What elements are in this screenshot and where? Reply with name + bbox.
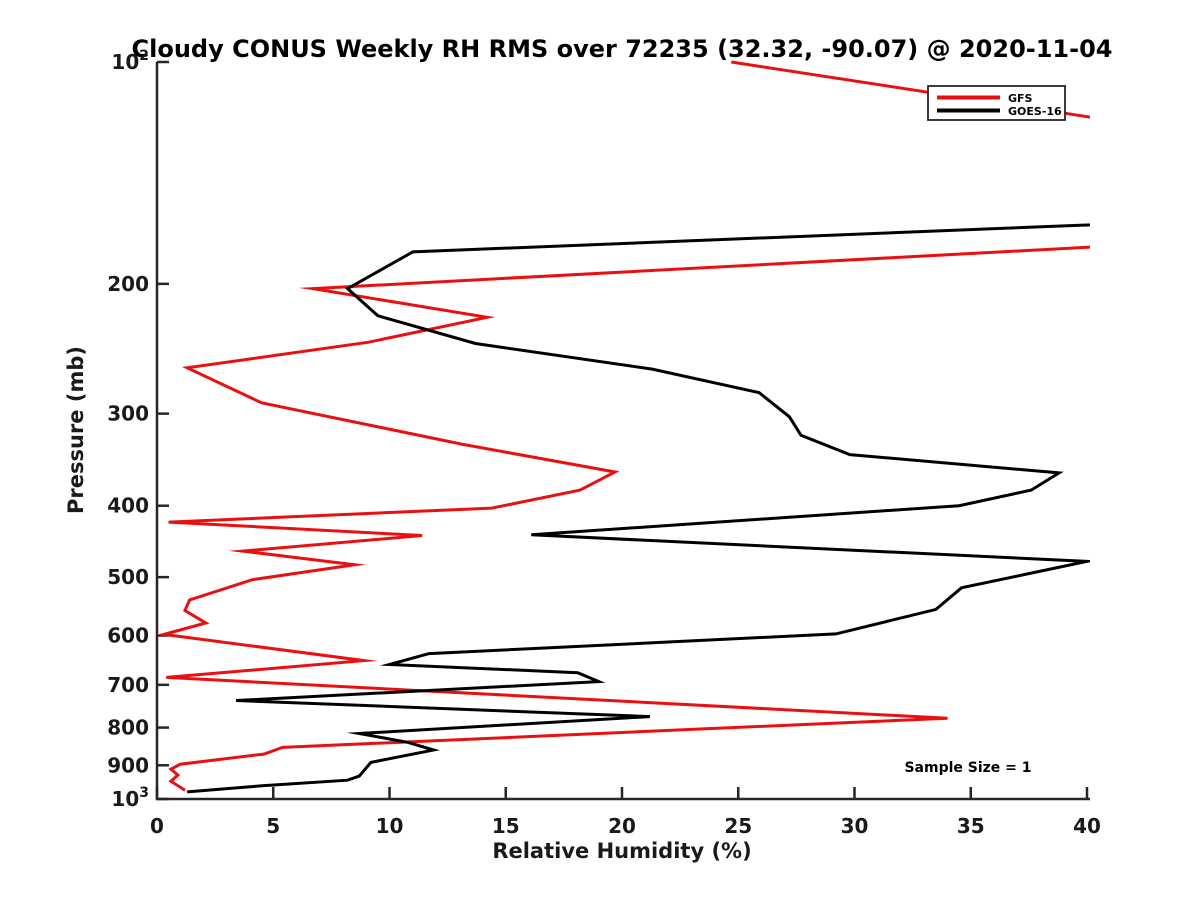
legend-goes16-label: GOES-16	[1008, 105, 1062, 118]
x-tick-label: 10	[376, 814, 404, 838]
legend: GFS GOES-16	[927, 85, 1066, 121]
y-axis-ticks: 102 200 300 400 500 600 700 800 900 103	[107, 48, 169, 811]
y-axis-label: Pressure (mb)	[64, 346, 88, 514]
chart-title: Cloudy CONUS Weekly RH RMS over 72235 (3…	[132, 35, 1113, 63]
x-axis-ticks: 0 5 10 15 20 25 30 35 40	[150, 787, 1101, 838]
x-tick-label: 25	[724, 814, 752, 838]
y-tick-label: 700	[107, 673, 149, 697]
y-tick-label: 900	[107, 753, 149, 777]
y-tick-label: 400	[107, 494, 149, 518]
x-tick-label: 35	[957, 814, 985, 838]
y-tick-label: 103	[111, 785, 149, 811]
y-tick-label: 200	[107, 272, 149, 296]
legend-box	[927, 85, 1066, 121]
series-line-gfs	[156, 60, 1090, 792]
plot-area	[156, 60, 1090, 794]
series-line-goes-16	[187, 223, 1090, 794]
x-tick-label: 0	[150, 814, 164, 838]
legend-gfs-label: GFS	[1008, 92, 1033, 105]
sample-size-annotation: Sample Size = 1	[904, 760, 1031, 776]
y-tick-label: 300	[107, 402, 149, 426]
x-tick-label: 15	[492, 814, 520, 838]
x-tick-label: 30	[841, 814, 869, 838]
y-tick-label: 500	[107, 565, 149, 589]
x-tick-label: 20	[608, 814, 636, 838]
x-tick-label: 5	[266, 814, 280, 838]
y-tick-label: 800	[107, 716, 149, 740]
x-tick-label: 40	[1073, 814, 1101, 838]
y-tick-label: 102	[111, 48, 149, 74]
y-tick-label: 600	[107, 623, 149, 647]
axis-spines	[155, 62, 1090, 801]
x-axis-label: Relative Humidity (%)	[492, 839, 751, 863]
